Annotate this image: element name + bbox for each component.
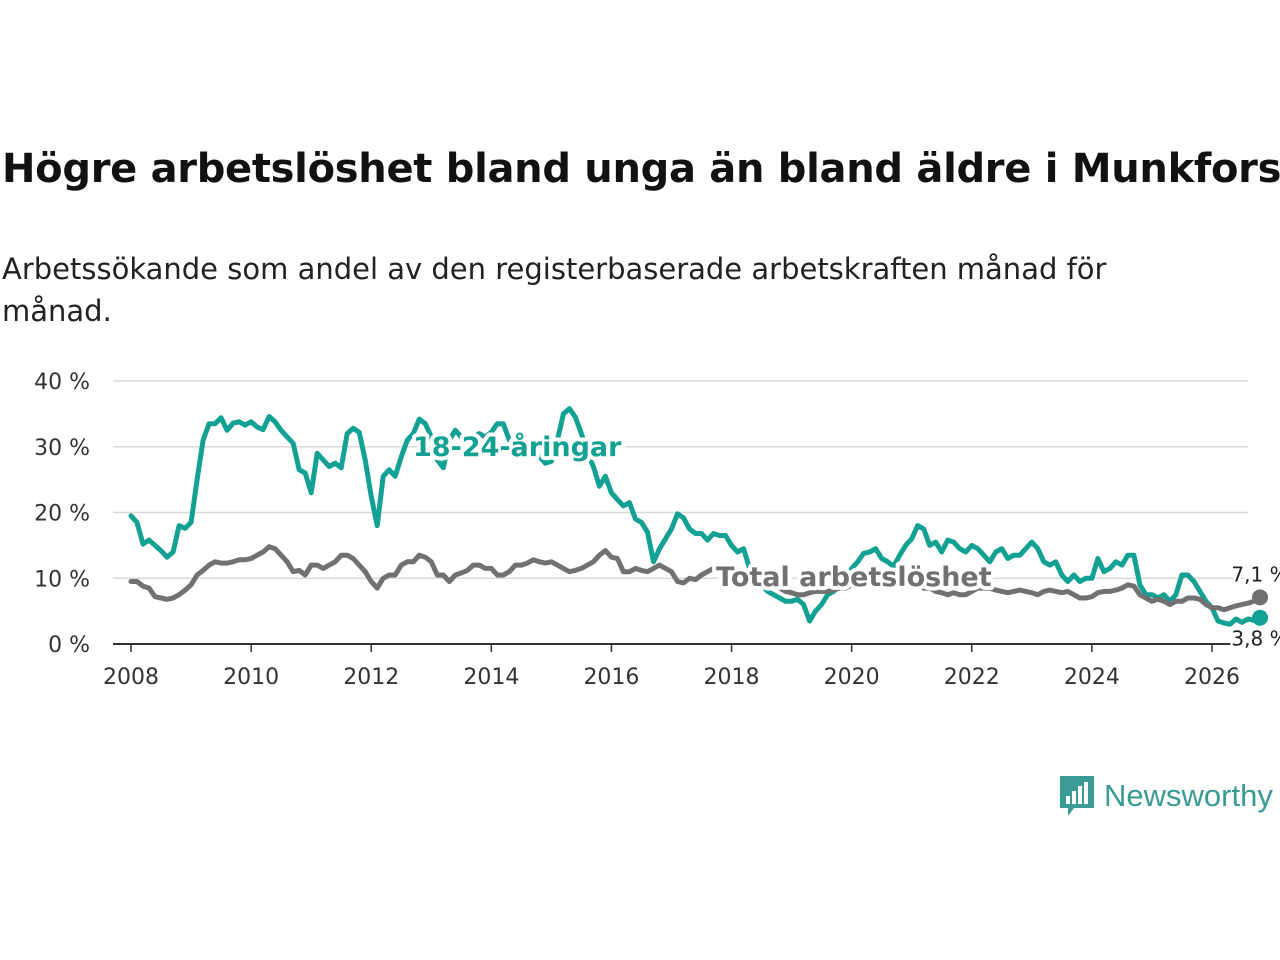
bar-chart-speech-bubble-icon <box>1060 776 1094 816</box>
x-tick-label: 2024 <box>1064 665 1120 690</box>
x-axis-ticks: 2008 2010 2012 2014 2016 2018 2020 2022 2024 2026 <box>103 644 1240 690</box>
y-axis-ticks: 0 % 10 % 20 % 30 % 40 % <box>34 370 90 658</box>
chart-title: Högre arbetslöshet bland unga än bland ä… <box>2 146 1280 192</box>
series-line-0 <box>128 406 1263 627</box>
gridlines <box>113 380 1248 645</box>
x-tick-label: 2014 <box>463 665 519 690</box>
series-label-total: Total arbetslöshet <box>716 562 992 593</box>
end-label-total: 7,1 % <box>1231 562 1280 586</box>
chart-subtitle: Arbetssökande som andel av den registerb… <box>2 252 1107 328</box>
x-tick-label: 2018 <box>704 665 760 690</box>
x-tick-label: 2012 <box>343 665 399 690</box>
x-tick-label: 2008 <box>103 665 159 690</box>
newsworthy-logo: Newsworthy <box>1058 774 1273 818</box>
x-tick-label: 2020 <box>824 665 880 690</box>
series-lines <box>128 406 1269 627</box>
x-tick-label: 2022 <box>944 665 1000 690</box>
series-label-young: 18-24-åringar <box>413 431 622 463</box>
x-tick-label: 2016 <box>583 665 639 690</box>
y-tick-label: 30 % <box>34 436 90 461</box>
y-tick-label: 40 % <box>34 370 90 395</box>
end-label-young: 3,8 % <box>1231 627 1280 651</box>
series-labels: 18-24-åringar Total arbetslöshet 7,1 % 3,8 … <box>409 427 1280 653</box>
x-tick-label: 2026 <box>1184 665 1240 690</box>
y-tick-label: 0 % <box>48 633 90 658</box>
y-tick-label: 10 % <box>34 567 90 592</box>
logo-text: Newsworthy <box>1104 778 1273 813</box>
series-end-point-1 <box>1252 589 1269 606</box>
series-end-point-0 <box>1252 609 1269 626</box>
x-tick-label: 2010 <box>223 665 279 690</box>
line-chart: 0 % 10 % 20 % 30 % 40 % 2008 2010 2012 2014 2016… <box>34 370 1280 690</box>
series-line-1 <box>128 544 1263 613</box>
y-tick-label: 20 % <box>34 502 90 527</box>
